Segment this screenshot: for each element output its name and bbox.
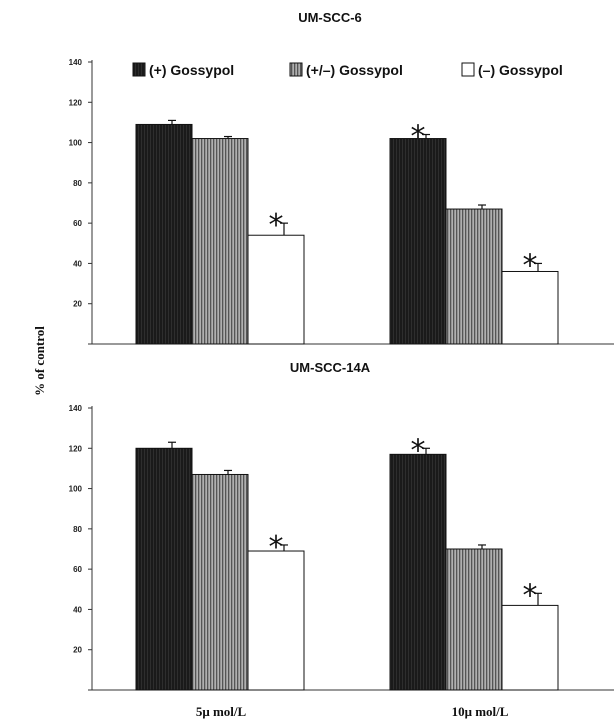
y-tick-label: 120	[69, 98, 83, 107]
y-tick-label: 40	[73, 259, 82, 268]
bar-mixed	[445, 208, 503, 345]
bar-negative	[247, 550, 305, 691]
bar-mixed	[445, 548, 503, 691]
bar-negative	[501, 604, 559, 691]
significance-asterisk: *	[523, 248, 538, 283]
y-tick-label: 20	[73, 646, 82, 655]
y-tick-label: 140	[69, 58, 83, 67]
legend-label-mixed: (+/–) Gossypol	[306, 62, 403, 78]
legend-swatch-negative	[461, 62, 475, 77]
y-tick-label: 60	[73, 565, 82, 574]
legend-swatch-positive	[132, 62, 146, 77]
panel-bottom-axes: 20 40 60 80 100 120 140 * * *	[69, 404, 614, 691]
y-tick-label: 100	[69, 139, 83, 148]
y-tick-label: 40	[73, 605, 82, 614]
bar-negative	[501, 270, 559, 345]
y-tick-label: 140	[69, 404, 83, 413]
bar-positive	[389, 453, 447, 691]
bar-mixed	[191, 473, 249, 691]
y-tick-label: 60	[73, 219, 82, 228]
significance-asterisk: *	[411, 433, 426, 468]
y-axis-label: % of control	[32, 326, 47, 396]
x-category-label-10: 10μ mol/L	[452, 704, 509, 719]
bar-positive	[135, 447, 193, 691]
bar-positive	[135, 123, 193, 345]
bar-positive	[389, 138, 447, 345]
legend-label-positive: (+) Gossypol	[149, 62, 234, 78]
y-tick-label: 120	[69, 444, 83, 453]
legend: (+) Gossypol (+/–) Gossypol (–) Gossypol	[132, 62, 563, 78]
panel-top-axes: 20 40 60 80 100 120 140 * * *	[69, 58, 614, 345]
legend-label-negative: (–) Gossypol	[478, 62, 563, 78]
panel-top-title: UM-SCC-6	[298, 10, 362, 25]
y-tick-label: 80	[73, 179, 82, 188]
bar-negative	[247, 234, 305, 345]
panel-bottom: UM-SCC-14A 20 40 60 80 100 120 140 * * *	[69, 360, 614, 691]
significance-asterisk: *	[269, 208, 284, 243]
panel-bottom-title: UM-SCC-14A	[290, 360, 371, 375]
legend-swatch-mixed	[289, 62, 303, 77]
y-tick-label: 20	[73, 300, 82, 309]
y-tick-label: 80	[73, 525, 82, 534]
y-tick-label: 100	[69, 485, 83, 494]
panel-top: UM-SCC-6 (+) Gossypol (+/–) Gossypol (–)…	[69, 10, 614, 345]
significance-asterisk: *	[523, 578, 538, 613]
bar-mixed	[191, 138, 249, 345]
x-category-label-5: 5μ mol/L	[196, 704, 247, 719]
significance-asterisk: *	[269, 530, 284, 565]
significance-asterisk: *	[411, 120, 426, 155]
